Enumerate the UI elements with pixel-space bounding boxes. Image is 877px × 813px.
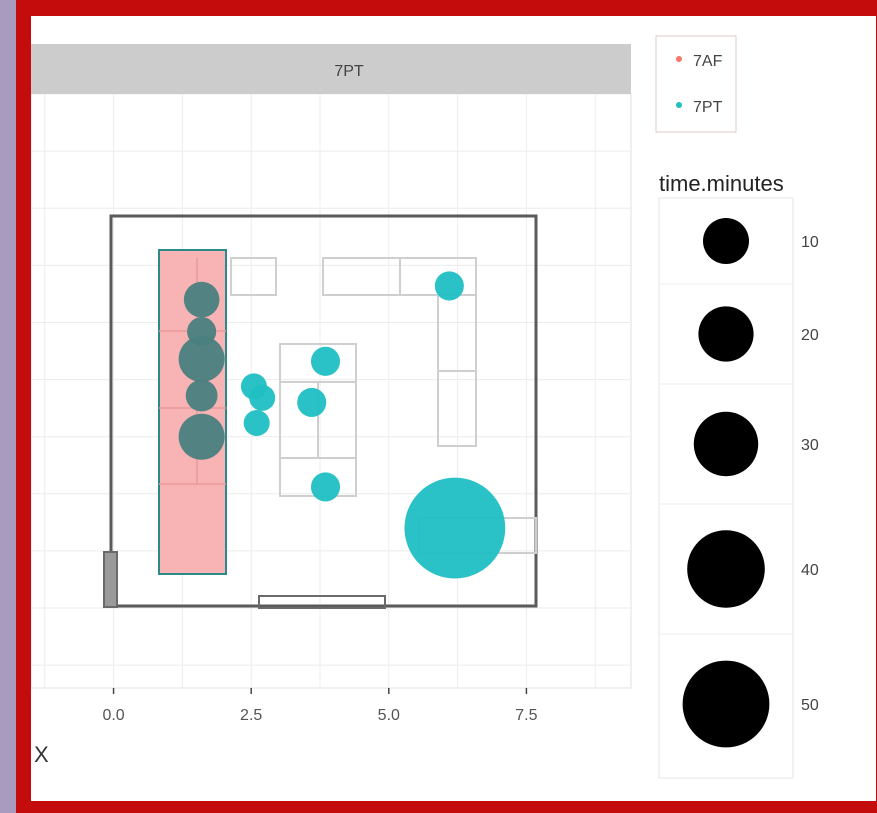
data-point xyxy=(434,271,464,301)
data-point xyxy=(404,477,506,579)
data-point xyxy=(249,384,276,411)
size-legend-dot xyxy=(693,411,759,477)
bubble-chart: 7PT 0.0 2.5 5.0 7.5 X xyxy=(31,35,819,779)
data-point xyxy=(297,387,327,417)
plot-panel xyxy=(31,93,632,689)
data-point xyxy=(185,379,218,412)
data-point xyxy=(178,413,225,460)
x-tick-label: 0.0 xyxy=(102,707,124,724)
x-axis-title: X xyxy=(34,742,49,767)
x-tick-label: 5.0 xyxy=(378,707,400,724)
size-legend-label: 10 xyxy=(801,234,819,251)
size-legend-title: time.minutes xyxy=(659,171,784,196)
data-point xyxy=(243,409,270,436)
legend-label: 7AF xyxy=(693,53,723,70)
size-legend-label: 20 xyxy=(801,327,819,344)
data-point xyxy=(310,472,341,502)
chart-panel: 7PT 0.0 2.5 5.0 7.5 X xyxy=(31,16,876,801)
size-legend-dot xyxy=(698,306,754,362)
facet-label: 7PT xyxy=(334,63,364,80)
size-legend-dot xyxy=(682,660,770,748)
data-point xyxy=(183,281,220,318)
data-point xyxy=(310,346,341,376)
size-legend-label: 30 xyxy=(801,437,819,454)
x-tick-label: 2.5 xyxy=(240,707,262,724)
legend-key-dot xyxy=(676,56,682,62)
color-legend-box xyxy=(655,35,737,133)
color-legend: 7AF 7PT xyxy=(655,35,737,133)
size-legend-label: 40 xyxy=(801,562,819,579)
data-points xyxy=(178,271,506,579)
floor-plan xyxy=(103,214,538,609)
facet-strip xyxy=(31,44,631,94)
size-legend-dot xyxy=(703,218,749,264)
color-legend-items: 7AF 7PT xyxy=(676,53,723,116)
bottom-counter xyxy=(258,595,386,609)
data-point xyxy=(178,336,225,383)
door-marker xyxy=(103,551,118,608)
x-axis: 0.0 2.5 5.0 7.5 xyxy=(102,688,538,724)
size-legend-dot xyxy=(687,530,765,608)
size-legend: 10 20 30 40 50 xyxy=(658,197,819,779)
room-walls xyxy=(109,214,538,608)
size-legend-label: 50 xyxy=(801,697,819,714)
top-shelf-left xyxy=(230,257,277,296)
x-tick-label: 7.5 xyxy=(515,707,537,724)
legend-label: 7PT xyxy=(693,99,723,116)
legend-key-dot xyxy=(676,102,682,108)
